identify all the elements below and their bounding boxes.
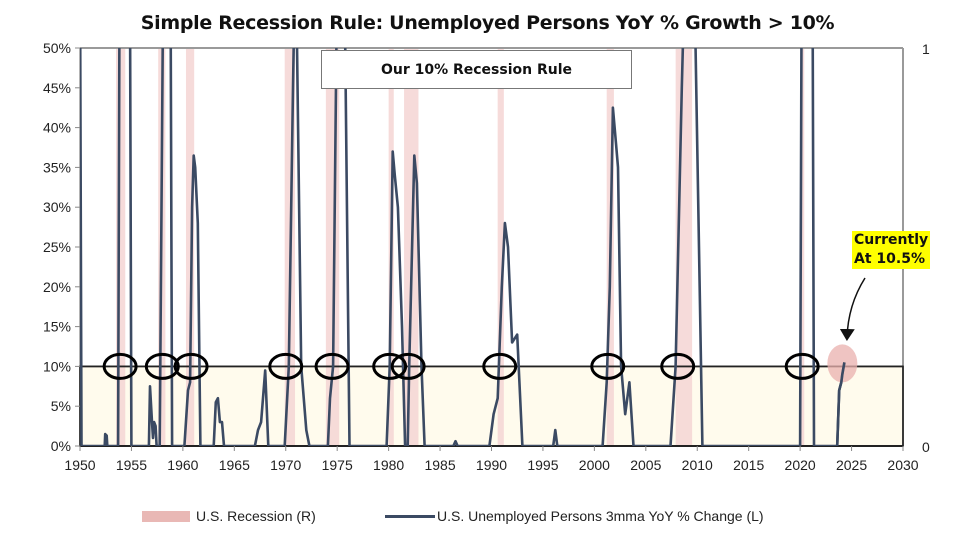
- y-tick-label: 5%: [51, 398, 71, 414]
- x-tick-label: 1955: [116, 457, 147, 473]
- threshold-crossing-circle: [390, 352, 426, 380]
- callout-line-2: At 10.5%: [854, 251, 925, 267]
- x-tick-label: 1950: [64, 457, 95, 473]
- x-tick-label: 1970: [270, 457, 301, 473]
- legend-swatch-recession: [142, 510, 190, 522]
- y2-tick-label: 1: [922, 41, 930, 57]
- y2-tick-label: 0: [922, 439, 930, 455]
- y-tick-label: 50%: [43, 40, 71, 56]
- x-tick-label: 1980: [373, 457, 404, 473]
- callout-arrow: [839, 277, 866, 341]
- x-tick-label: 1990: [476, 457, 507, 473]
- threshold-crossing-circle: [784, 352, 820, 380]
- threshold-crossing-circle: [372, 352, 408, 380]
- x-tick-label: 1960: [167, 457, 198, 473]
- y-tick-label: 0%: [51, 438, 71, 454]
- x-tick-label: 1985: [424, 457, 455, 473]
- threshold-crossing-circle: [144, 352, 180, 380]
- current-value-marker: [827, 344, 858, 383]
- y-tick-label: 40%: [43, 120, 71, 136]
- recession-band: [325, 48, 340, 446]
- y-tick-label: 10%: [43, 358, 71, 374]
- y-tick-label: 15%: [43, 319, 71, 335]
- unemployed-persons-line: [80, 48, 846, 446]
- threshold-crossing-circle: [482, 352, 518, 380]
- y-tick-label: 20%: [43, 279, 71, 295]
- recession-band: [185, 48, 195, 446]
- current-segment-line: [835, 362, 846, 447]
- rule-annotation-box: Our 10% Recession Rule: [321, 50, 632, 89]
- threshold-crossing-circle: [314, 352, 350, 380]
- y-tick-label: 35%: [43, 159, 71, 175]
- recession-band: [801, 48, 805, 446]
- recession-band: [116, 48, 126, 446]
- legend-item-recession: U.S. Recession (R): [142, 508, 316, 524]
- x-tick-label: 2015: [733, 457, 764, 473]
- y-tick-label: 25%: [43, 239, 71, 255]
- x-tick-label: 2000: [579, 457, 610, 473]
- y-tick-label: 30%: [43, 199, 71, 215]
- x-tick-label: 2005: [630, 457, 661, 473]
- threshold-crossing-circle: [660, 352, 696, 380]
- y-tick-label: 45%: [43, 80, 71, 96]
- x-tick-label: 2030: [887, 457, 918, 473]
- callout-line-1: Currently: [854, 232, 929, 248]
- x-tick-label: 1995: [527, 457, 558, 473]
- x-tick-label: 1975: [322, 457, 353, 473]
- x-tick-label: 2025: [836, 457, 867, 473]
- legend-label-recession: U.S. Recession (R): [196, 508, 316, 524]
- rule-annotation-text: Our 10% Recession Rule: [380, 61, 573, 78]
- threshold-crossing-circle: [173, 352, 209, 380]
- x-tick-label: 2010: [682, 457, 713, 473]
- chart-title: Simple Recession Rule: Unemployed Person…: [140, 12, 835, 34]
- x-tick-label: 1965: [219, 457, 250, 473]
- x-tick-label: 2020: [785, 457, 816, 473]
- recession-band: [497, 48, 504, 446]
- threshold-crossing-circle: [590, 352, 626, 380]
- current-value-callout: Currently At 10.5%: [852, 231, 931, 269]
- legend-label-unemployed: U.S. Unemployed Persons 3mma YoY % Chang…: [437, 508, 764, 524]
- threshold-crossing-circle: [268, 352, 304, 380]
- threshold-crossing-circle: [102, 352, 138, 380]
- chart-legend: U.S. Recession (R) U.S. Unemployed Perso…: [0, 508, 975, 530]
- legend-item-unemployed: U.S. Unemployed Persons 3mma YoY % Chang…: [385, 508, 764, 524]
- legend-swatch-line: [385, 514, 435, 518]
